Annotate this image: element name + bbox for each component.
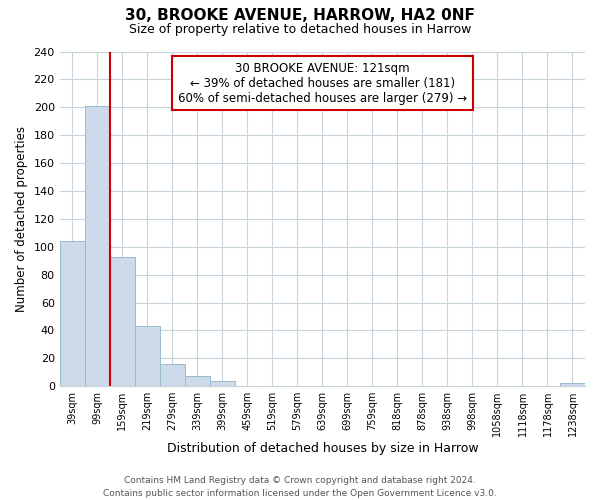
Text: 30 BROOKE AVENUE: 121sqm
← 39% of detached houses are smaller (181)
60% of semi-: 30 BROOKE AVENUE: 121sqm ← 39% of detach… [178,62,467,104]
Text: Size of property relative to detached houses in Harrow: Size of property relative to detached ho… [129,22,471,36]
Bar [135,326,160,386]
Bar [110,256,135,386]
Bar [185,376,210,386]
Bar [85,106,110,386]
Bar [160,364,185,386]
Text: 30, BROOKE AVENUE, HARROW, HA2 0NF: 30, BROOKE AVENUE, HARROW, HA2 0NF [125,8,475,22]
Bar [59,241,85,386]
X-axis label: Distribution of detached houses by size in Harrow: Distribution of detached houses by size … [167,442,478,455]
Bar [560,384,585,386]
Bar [210,380,235,386]
Y-axis label: Number of detached properties: Number of detached properties [15,126,28,312]
Text: Contains HM Land Registry data © Crown copyright and database right 2024.
Contai: Contains HM Land Registry data © Crown c… [103,476,497,498]
